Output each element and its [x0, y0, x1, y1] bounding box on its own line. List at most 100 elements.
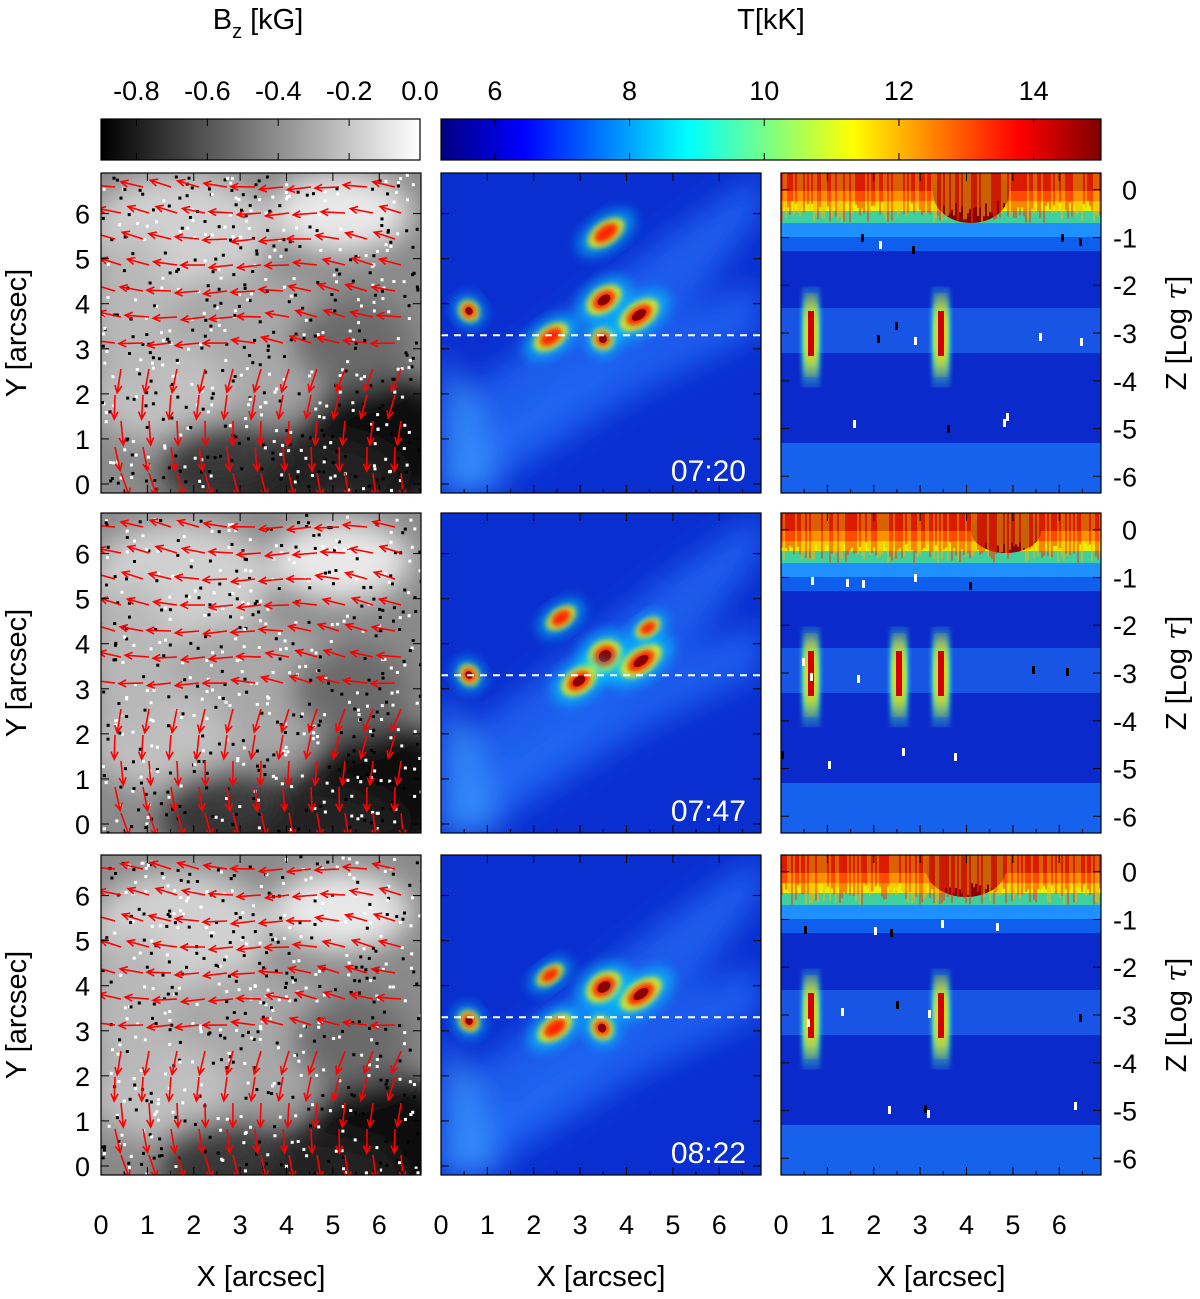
field-arrow: [229, 918, 256, 928]
x-tick-label: 4: [279, 1210, 294, 1240]
field-arrow: [338, 420, 348, 447]
field-arrow: [303, 394, 312, 421]
field-arrow: [154, 544, 178, 554]
field-arrow: [319, 207, 346, 217]
z-tick-label: -4: [1113, 1049, 1137, 1079]
bz-colorbar-tick-label: -0.6: [184, 76, 231, 106]
field-arrow: [375, 993, 402, 1002]
field-arrow: [294, 648, 318, 658]
bz-map-panel: [100, 172, 422, 494]
field-arrow: [390, 708, 402, 733]
field-arrow: [101, 205, 122, 215]
field-arrow: [110, 1076, 119, 1103]
field-arrow: [369, 679, 396, 688]
field-arrow: [291, 258, 318, 268]
field-arrow: [176, 472, 186, 493]
height-cut-panel: [780, 512, 1102, 834]
field-arrow: [110, 734, 119, 761]
y-tick-label: 4: [75, 972, 90, 1002]
field-arrow: [173, 288, 200, 297]
field-arrow: [279, 368, 290, 394]
field-arrow: [120, 230, 144, 240]
field-arrow: [307, 446, 316, 473]
x-tick-label: 4: [619, 1210, 634, 1240]
horizontal-field-arrows: [101, 860, 407, 1175]
field-arrow: [275, 1076, 285, 1103]
field-arrow: [148, 518, 172, 528]
field-arrow: [348, 545, 374, 555]
field-arrow: [371, 179, 396, 188]
field-arrow: [173, 573, 200, 582]
field-arrow: [119, 179, 144, 188]
field-arrow: [319, 889, 346, 899]
field-arrow: [192, 734, 202, 761]
field-arrow: [291, 550, 318, 559]
field-arrow: [145, 626, 172, 635]
field-arrow: [235, 312, 262, 321]
field-arrow: [141, 368, 151, 395]
field-arrow: [341, 181, 368, 190]
field-arrow: [207, 314, 234, 323]
field-arrow: [257, 285, 284, 294]
field-arrow: [335, 708, 346, 734]
field-arrow: [224, 446, 234, 473]
y-tick-label: 6: [75, 540, 90, 570]
field-arrow: [151, 313, 178, 323]
field-arrow: [371, 519, 396, 528]
y-tick-label: 5: [75, 927, 90, 957]
field-arrow: [321, 939, 346, 948]
x-tick-label: 6: [372, 1210, 387, 1240]
field-arrow: [257, 524, 284, 533]
field-arrow: [279, 708, 290, 734]
field-arrow: [197, 1128, 206, 1155]
field-arrow: [263, 892, 290, 902]
field-arrow: [101, 887, 122, 897]
field-arrow: [146, 760, 155, 787]
field-arrow: [207, 207, 234, 217]
field-arrow: [263, 601, 290, 610]
field-arrow: [366, 1102, 375, 1129]
field-arrow: [175, 518, 200, 528]
y-tick-label: 2: [75, 380, 90, 410]
field-arrow: [192, 1076, 202, 1103]
field-arrow: [120, 912, 144, 922]
field-arrow: [197, 446, 206, 473]
field-arrow: [202, 520, 228, 529]
y-tick-label: 2: [75, 720, 90, 750]
field-arrow: [179, 996, 206, 1006]
field-arrow: [118, 760, 127, 787]
field-arrow: [125, 938, 150, 948]
field-arrow: [207, 262, 234, 271]
field-arrow: [141, 708, 151, 735]
field-arrow: [169, 786, 179, 813]
field-arrow: [314, 232, 340, 241]
field-arrow: [285, 184, 312, 194]
field-arrow: [291, 210, 318, 219]
field-arrow: [390, 1128, 399, 1155]
field-arrow: [201, 1102, 210, 1129]
y-tick-label: 2: [75, 1062, 90, 1092]
field-arrow: [311, 760, 320, 787]
hot-spot: [577, 209, 635, 257]
z-tick-label: -3: [1113, 319, 1137, 349]
field-arrow: [252, 1050, 262, 1076]
y-axis-label: Y [arcsec]: [1, 609, 33, 737]
bz-colorbar-title: Bz [kG]: [213, 4, 304, 43]
field-arrow: [101, 680, 116, 684]
field-arrow: [229, 182, 256, 191]
field-arrow: [146, 1102, 155, 1129]
y-tick-label: 4: [75, 290, 90, 320]
hot-column: [932, 641, 950, 713]
field-arrow: [101, 866, 116, 870]
hot-spot: [583, 1008, 621, 1048]
y-tick-label: 3: [75, 335, 90, 365]
field-arrow: [390, 446, 399, 473]
field-arrow: [252, 1128, 261, 1155]
field-arrow: [137, 394, 147, 421]
z-tick-label: -2: [1113, 953, 1137, 983]
field-arrow: [256, 760, 265, 787]
field-arrow: [165, 394, 174, 421]
field-arrow: [114, 786, 123, 813]
field-arrow: [344, 622, 368, 632]
z-tick-label: -2: [1113, 271, 1137, 301]
